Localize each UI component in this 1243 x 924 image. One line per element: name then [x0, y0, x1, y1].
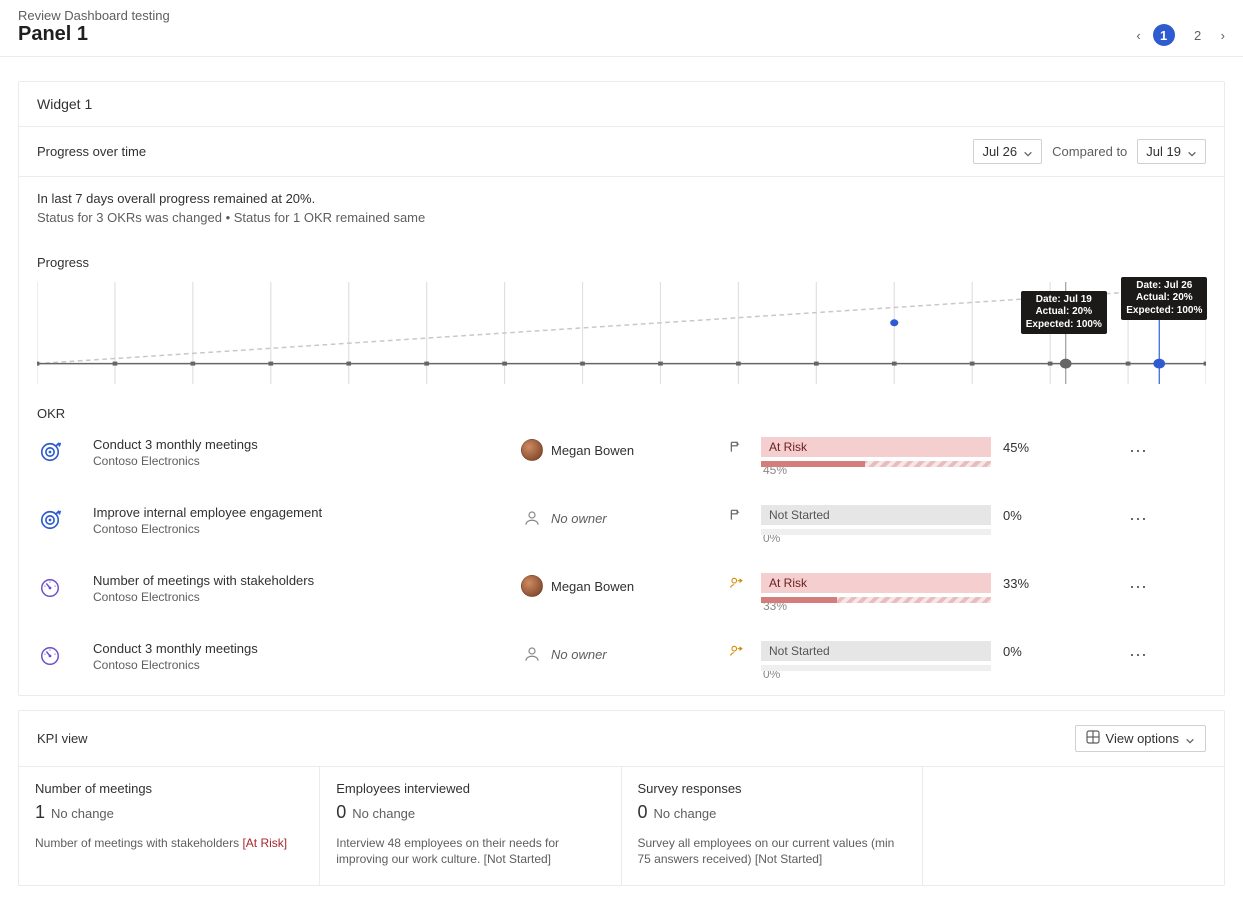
gauge-icon — [37, 643, 63, 669]
okr-row[interactable]: Conduct 3 monthly meetings Contoso Elect… — [19, 627, 1224, 695]
summary-line: In last 7 days overall progress remained… — [37, 191, 1206, 206]
page-title: Panel 1 — [18, 23, 170, 46]
kpi-value: 0 — [638, 802, 648, 823]
kpi-card-title: Number of meetings — [35, 781, 303, 796]
chevron-down-icon — [1023, 147, 1033, 157]
okr-org: Contoso Electronics — [93, 590, 513, 604]
grid-icon — [1086, 730, 1100, 747]
kpi-change: No change — [654, 806, 717, 821]
kpi-status-tag: [Not Started] — [484, 852, 551, 866]
okr-title: Conduct 3 monthly meetings — [93, 437, 513, 452]
kpi-card-empty — [923, 767, 1224, 885]
progress-bar — [761, 461, 991, 467]
view-options-button[interactable]: View options — [1075, 725, 1206, 752]
kpi-view-title: KPI view — [37, 731, 88, 746]
progress-percent: 33% — [1003, 576, 1029, 591]
pager-next-icon[interactable]: › — [1221, 28, 1225, 43]
kpi-card[interactable]: Employees interviewed 0 No change Interv… — [320, 767, 621, 885]
kpi-status-tag: [At Risk] — [242, 836, 287, 850]
okr-list: Conduct 3 monthly meetings Contoso Elect… — [19, 423, 1224, 695]
kpi-change: No change — [51, 806, 114, 821]
okr-row[interactable]: Number of meetings with stakeholders Con… — [19, 559, 1224, 627]
pager-prev-icon[interactable]: ‹ — [1136, 28, 1140, 43]
okr-section-label: OKR — [37, 406, 1206, 421]
compared-to-label: Compared to — [1052, 144, 1127, 159]
row-menu-button[interactable]: ⋯ — [1129, 641, 1189, 666]
keyresult-icon — [729, 573, 753, 593]
okr-row[interactable]: Improve internal employee engagement Con… — [19, 491, 1224, 559]
kpi-change: No change — [352, 806, 415, 821]
status-badge: At Risk — [761, 573, 991, 593]
date-current-button[interactable]: Jul 26 — [973, 139, 1042, 164]
chart-progress-label: Progress — [37, 255, 1206, 270]
checkin-icon — [729, 505, 753, 525]
kpi-grid: Number of meetings 1 No change Number of… — [19, 767, 1224, 885]
okr-progress: Not Started 0% 0% — [761, 505, 1121, 545]
kpi-status-tag: [Not Started] — [755, 852, 822, 866]
chevron-down-icon — [1185, 734, 1195, 744]
okr-owner[interactable]: No owner — [521, 641, 721, 665]
status-badge: Not Started — [761, 641, 991, 661]
widget-1-title: Widget 1 — [37, 96, 92, 112]
progress-bar — [761, 529, 991, 535]
kpi-card-title: Employees interviewed — [336, 781, 604, 796]
row-menu-button[interactable]: ⋯ — [1129, 437, 1189, 462]
okr-org: Contoso Electronics — [93, 522, 513, 536]
owner-name: No owner — [551, 511, 607, 526]
okr-row[interactable]: Conduct 3 monthly meetings Contoso Elect… — [19, 423, 1224, 491]
keyresult-icon — [729, 641, 753, 661]
progress-percent: 0% — [1003, 644, 1022, 659]
progress-bar — [761, 597, 991, 603]
kpi-card[interactable]: Number of meetings 1 No change Number of… — [19, 767, 320, 885]
chevron-down-icon — [1187, 147, 1197, 157]
progress-percent: 45% — [1003, 440, 1029, 455]
row-menu-button[interactable]: ⋯ — [1129, 505, 1189, 530]
person-icon — [521, 643, 543, 665]
breadcrumb[interactable]: Review Dashboard testing — [18, 8, 170, 23]
widget-1-card: Widget 1 Progress over time Jul 26 Compa… — [18, 81, 1225, 696]
okr-progress: Not Started 0% 0% — [761, 641, 1121, 681]
date-compare-label: Jul 19 — [1146, 144, 1181, 159]
row-menu-button[interactable]: ⋯ — [1129, 573, 1189, 598]
checkin-icon — [729, 437, 753, 457]
okr-org: Contoso Electronics — [93, 454, 513, 468]
kpi-value: 1 — [35, 802, 45, 823]
target-icon — [37, 439, 63, 465]
view-options-label: View options — [1106, 731, 1179, 746]
kpi-value: 0 — [336, 802, 346, 823]
okr-progress: At Risk 33% 33% — [761, 573, 1121, 613]
summary-subline: Status for 3 OKRs was changed • Status f… — [37, 210, 1206, 225]
pager: ‹ 1 2 › — [1136, 24, 1225, 46]
avatar — [521, 439, 543, 461]
status-badge: Not Started — [761, 505, 991, 525]
okr-progress: At Risk 45% 45% — [761, 437, 1121, 477]
owner-name: No owner — [551, 647, 607, 662]
kpi-description: Number of meetings with stakeholders [At… — [35, 835, 303, 851]
owner-name: Megan Bowen — [551, 443, 634, 458]
owner-name: Megan Bowen — [551, 579, 634, 594]
gauge-icon — [37, 575, 63, 601]
date-compare-button[interactable]: Jul 19 — [1137, 139, 1206, 164]
progress-chart: Date: Jul 19 Actual: 20% Expected: 100% … — [37, 274, 1206, 394]
progress-section-label: Progress over time — [37, 144, 146, 159]
status-badge: At Risk — [761, 437, 991, 457]
kpi-card-title: Survey responses — [638, 781, 906, 796]
okr-owner[interactable]: No owner — [521, 505, 721, 529]
pager-page-2[interactable]: 2 — [1187, 24, 1209, 46]
progress-bar — [761, 665, 991, 671]
okr-title: Conduct 3 monthly meetings — [93, 641, 513, 656]
avatar — [521, 575, 543, 597]
kpi-card[interactable]: Survey responses 0 No change Survey all … — [622, 767, 923, 885]
pager-page-1[interactable]: 1 — [1153, 24, 1175, 46]
okr-title: Number of meetings with stakeholders — [93, 573, 513, 588]
okr-owner[interactable]: Megan Bowen — [521, 573, 721, 597]
okr-owner[interactable]: Megan Bowen — [521, 437, 721, 461]
okr-title: Improve internal employee engagement — [93, 505, 513, 520]
progress-percent: 0% — [1003, 508, 1022, 523]
date-current-label: Jul 26 — [982, 144, 1017, 159]
target-icon — [37, 507, 63, 533]
kpi-view-card: KPI view View options Number of meetings… — [18, 710, 1225, 886]
person-icon — [521, 507, 543, 529]
okr-org: Contoso Electronics — [93, 658, 513, 672]
